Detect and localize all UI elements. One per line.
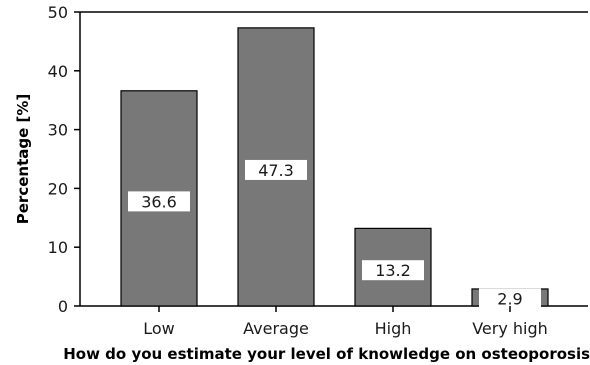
data-label-box — [128, 191, 190, 212]
x-tick-label: Very high — [472, 319, 548, 338]
x-axis-title: How do you estimate your level of knowle… — [63, 345, 590, 363]
data-label: 2.9 — [497, 289, 522, 308]
y-tick-label: 10 — [48, 238, 68, 257]
data-label-box — [362, 260, 424, 281]
data-label: 36.6 — [141, 192, 177, 211]
data-label: 47.3 — [258, 161, 294, 180]
y-axis-ticks: 0 10 20 30 40 50 — [48, 3, 80, 316]
bars: 36.6 47.3 13.2 2.9 — [120, 27, 549, 309]
y-tick-label: 40 — [48, 62, 68, 81]
y-tick-label: 30 — [48, 121, 68, 140]
x-tick-label: Average — [243, 319, 309, 338]
y-tick-label: 20 — [48, 179, 68, 198]
data-label-box — [479, 288, 541, 309]
y-axis-title: Percentage [%] — [14, 94, 32, 224]
data-label: 13.2 — [375, 261, 411, 280]
x-tick-label: Low — [143, 319, 175, 338]
y-tick-label: 50 — [48, 3, 68, 22]
x-tick-label: High — [375, 319, 412, 338]
y-tick-label: 0 — [58, 297, 68, 316]
data-label-box — [245, 159, 307, 180]
x-axis-tick-labels: Low Average High Very high — [143, 306, 548, 338]
